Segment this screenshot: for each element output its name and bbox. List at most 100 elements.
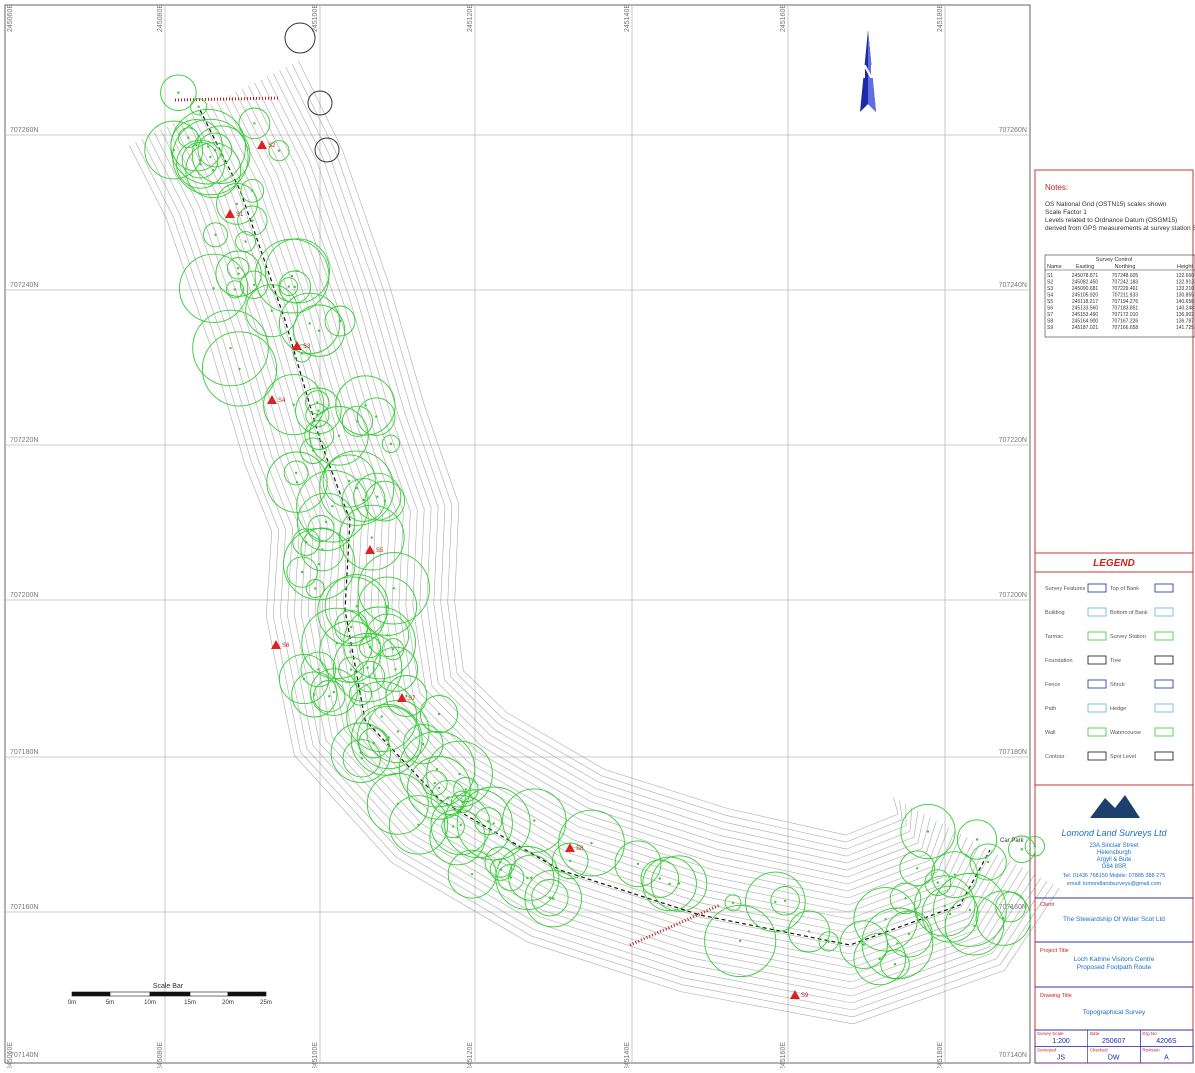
footer-label: Surveyed — [1037, 1048, 1057, 1053]
company-contact: email: lomondlandsurveys@gmail.com — [1067, 881, 1162, 887]
survey-drawing: N 245060E245060E245080E245080E245100E245… — [0, 0, 1195, 1068]
table-header: Height — [1177, 264, 1193, 270]
tree-trunk — [1021, 848, 1023, 850]
table-cell: S8 — [1047, 319, 1053, 325]
legend-item: Fence — [1045, 682, 1060, 688]
tree-trunk — [199, 163, 201, 165]
tree-trunk — [487, 820, 489, 822]
tree-trunk — [308, 322, 310, 324]
station-label: S4 — [278, 398, 286, 404]
legend-item: Wall — [1045, 730, 1056, 736]
easting-label: 245160E — [780, 4, 787, 32]
easting-label: 245080E — [157, 4, 164, 32]
tree-trunk — [526, 877, 528, 879]
tree-trunk — [549, 897, 551, 899]
tree-trunk — [422, 743, 424, 745]
scale-segment — [150, 992, 190, 996]
tree-trunk — [732, 902, 734, 904]
table-cell: 245118.217 — [1072, 299, 1098, 305]
table-header: Northing — [1115, 264, 1136, 270]
tree-trunk — [493, 822, 495, 824]
easting-label: 245060E — [7, 4, 14, 32]
table-cell: S9 — [1047, 325, 1053, 331]
northing-label: 707140N — [10, 1052, 38, 1059]
tree-trunk — [314, 587, 316, 589]
legend-item: Survey Features — [1045, 586, 1086, 592]
tree-trunk — [637, 863, 639, 865]
scale-bar-label: 20m — [222, 1000, 234, 1006]
tree-trunk — [659, 877, 661, 879]
tree-trunk — [325, 521, 327, 523]
note-line: Levels related to Ordnance Datum (OSGM15… — [1045, 217, 1177, 224]
tree-trunk — [348, 480, 350, 482]
legend-item: Watercourse — [1110, 730, 1141, 736]
legend-item: Path — [1045, 706, 1056, 712]
scale-segment — [190, 992, 228, 996]
table-cell: 140.248 — [1176, 306, 1194, 312]
tree-trunk — [784, 900, 786, 902]
footer-value: 1:200 — [1052, 1038, 1070, 1045]
tree-trunk — [209, 156, 211, 158]
tree-trunk — [896, 942, 898, 944]
tree-trunk — [465, 788, 467, 790]
station-label: S9 — [801, 993, 809, 999]
tree-trunk — [316, 401, 318, 403]
tree-trunk — [296, 270, 298, 272]
tree-trunk — [364, 404, 366, 406]
client-name: The Stewardship Of Wider Scot Ltd — [1063, 916, 1165, 923]
easting-label: 245180E — [937, 4, 944, 32]
table-cell: 707248.605 — [1112, 273, 1139, 279]
tree-trunk — [177, 92, 179, 94]
tree-trunk — [187, 137, 189, 139]
footer-value: 4206S — [1156, 1038, 1177, 1045]
scale-segment — [72, 992, 110, 996]
table-cell: 245090.681 — [1072, 286, 1099, 292]
tree-trunk — [452, 825, 454, 827]
station-label: S2 — [268, 143, 276, 149]
company-address: G84 8SR — [1102, 864, 1127, 870]
drawing-title: Topographical Survey — [1083, 1009, 1146, 1016]
legend-item: Building — [1045, 610, 1065, 616]
notes-heading: Notes: — [1045, 183, 1068, 192]
tree-trunk — [320, 527, 322, 529]
northing-label: 707200N — [999, 592, 1027, 599]
station-label: S8 — [576, 846, 584, 852]
tree-trunk — [251, 220, 253, 222]
northing-label: 707260N — [999, 127, 1027, 134]
tree-trunk — [879, 958, 881, 960]
easting-label: 245080E — [157, 1042, 164, 1068]
tree-trunk — [336, 642, 338, 644]
easting-label: 245120E — [467, 4, 474, 32]
easting-label: 245120E — [467, 1042, 474, 1068]
legend-item: Tree — [1110, 658, 1121, 664]
field-label: Drawing Title — [1040, 993, 1072, 999]
scale-bar-label: 5m — [106, 1000, 114, 1006]
table-cell: 707211.933 — [1112, 293, 1138, 299]
tree-trunk — [317, 668, 319, 670]
tree-trunk — [199, 159, 201, 161]
table-cell: 707194.276 — [1112, 299, 1139, 305]
tree-trunk — [461, 801, 463, 803]
northing-label: 707200N — [10, 592, 38, 599]
station-label: S3 — [303, 344, 311, 350]
table-header: Name — [1047, 264, 1062, 270]
table-cell: 707167.226 — [1112, 319, 1139, 325]
tree-trunk — [350, 668, 352, 670]
tree-trunk — [291, 275, 293, 277]
legend-item: Hedge — [1110, 706, 1126, 712]
field-label: Client — [1040, 902, 1055, 908]
scale-bar-label: 0m — [68, 1000, 76, 1006]
table-cell: 245164.900 — [1072, 319, 1099, 325]
tree-trunk — [927, 830, 929, 832]
table-cell: 132.913 — [1176, 280, 1194, 286]
page: N 245060E245060E245080E245080E245100E245… — [0, 0, 1195, 1068]
tree-trunk — [904, 897, 906, 899]
tree-trunk — [301, 571, 303, 573]
tree-trunk — [359, 693, 361, 695]
tree-trunk — [569, 860, 571, 862]
northing-label: 707160N — [10, 904, 38, 911]
legend-item: Tarmac — [1045, 634, 1063, 640]
tree-trunk — [214, 234, 216, 236]
tree-trunk — [438, 713, 440, 715]
tree-trunk — [1034, 845, 1036, 847]
